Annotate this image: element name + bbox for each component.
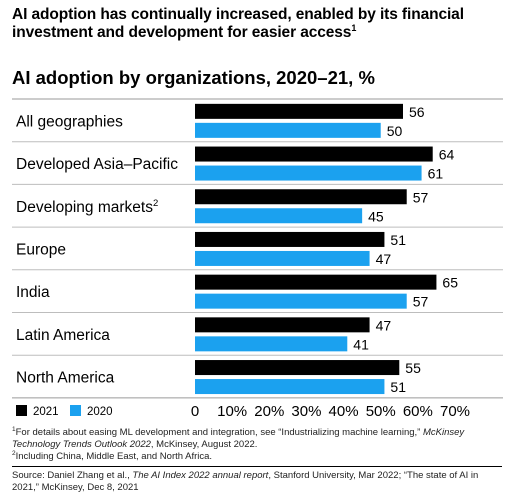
bar-2021 [195,317,370,333]
source-title: The AI Index 2022 annual report [132,470,269,481]
x-tick-label: 20% [254,403,284,420]
footnote-1-marker: 1 [12,425,16,433]
data-label-2020: 45 [368,208,384,224]
x-tick-label: 70% [440,403,470,420]
headline-footnote-ref: 1 [351,22,357,33]
footnote-1-suffix: , McKinsey, August 2022. [150,439,258,450]
category-label-text: Europe [16,241,66,258]
chart-title: AI adoption by organizations, 2020–21, % [12,67,375,89]
category-label: Developed Asia–Pacific [16,156,178,173]
bar-2021 [195,189,407,205]
bar-2020 [195,336,348,352]
legend-label-2021: 2021 [33,406,59,418]
category-label: Europe [16,241,66,258]
category-label: Developing markets2 [16,198,158,216]
category-label: Latin America [16,327,110,344]
legend-swatch-2021 [16,405,27,416]
source-suffix: , Stanford University, Mar 2022; “The st… [12,470,479,493]
data-label-2020: 47 [376,251,392,267]
data-label-2020: 50 [387,123,403,139]
footnotes: 1For details about easing ML development… [12,425,502,463]
x-tick-label: 60% [403,403,433,420]
footnote-2: 2Including China, Middle East, and North… [12,449,502,463]
data-label-2020: 41 [353,336,369,352]
footnote-2-text: Including China, Middle East, and North … [15,451,213,462]
category-label: India [16,284,50,301]
data-label-2021: 64 [439,147,455,163]
chart-title-text: AI adoption by organizations, 2020–21, [12,67,354,88]
bar-chart: All geographies 56 50 Developed Asia–Pacifi… [12,98,503,420]
footnote-1-title: McKinsey Technology Trends Outlook 2022 [12,427,465,450]
bar-2021 [195,146,433,162]
category-label-text: North America [16,370,115,387]
data-label-2021: 47 [376,317,392,333]
category-label-text: Developed Asia–Pacific [16,156,178,173]
source-note: Source: Daniel Zhang et al., The AI Inde… [12,470,502,494]
data-label-2021: 57 [413,189,429,205]
bar-2021 [195,231,385,247]
x-tick-label: 30% [291,403,321,420]
data-label-2021: 65 [442,275,458,291]
bar-2020 [195,122,381,138]
bar-2021 [195,360,400,376]
bar-2020 [195,208,363,224]
category-footnote-ref: 2 [153,198,158,209]
bar-2020 [195,379,385,395]
data-label-2021: 55 [405,360,421,376]
category-label-text: India [16,284,50,301]
source-prefix: Source: Daniel Zhang et al., [12,470,133,481]
headline-text: AI adoption has continually increased, e… [12,6,464,41]
data-label-2021: 51 [390,232,406,248]
x-tick-label: 10% [217,403,247,420]
footnote-1: 1For details about easing ML development… [12,425,502,451]
source-divider [12,466,502,467]
category-label: All geographies [16,113,123,130]
bar-2020 [195,293,407,309]
data-label-2021: 56 [409,104,425,120]
bar-2021 [195,274,437,290]
data-label-2020: 51 [390,379,406,395]
category-label: North America [16,370,115,387]
bar-2021 [195,103,403,119]
legend-swatch-2020 [70,405,81,416]
footnote-2-marker: 2 [12,449,16,457]
footnote-1-prefix: For details about easing ML development … [15,427,423,438]
chart-title-unit: % [358,67,375,88]
bar-2020 [195,165,422,181]
x-tick-label: 0 [191,403,199,420]
x-tick-label: 50% [366,403,396,420]
legend-label-2020: 2020 [87,406,113,418]
headline: AI adoption has continually increased, e… [12,6,504,42]
category-label-text: Latin America [16,327,110,344]
category-label-text: Developing markets [16,199,153,216]
category-label-text: All geographies [16,113,123,130]
data-label-2020: 61 [428,166,444,182]
bar-2020 [195,250,370,266]
x-tick-label: 40% [329,403,359,420]
data-label-2020: 57 [413,294,429,310]
